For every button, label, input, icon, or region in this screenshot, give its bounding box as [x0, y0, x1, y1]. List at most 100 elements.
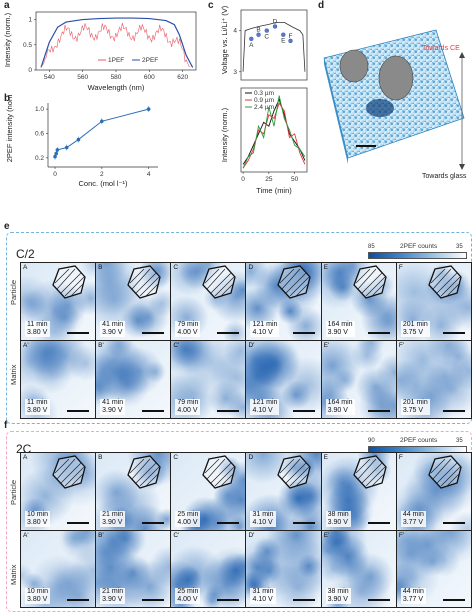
tile-label: C' — [173, 342, 180, 349]
scale-bar — [442, 410, 465, 412]
colorbar-min-f: 35 — [456, 438, 463, 444]
tile-info: 201 min 3.75 V — [400, 321, 430, 337]
particle-left — [339, 49, 369, 83]
arrow-head-up — [459, 52, 465, 58]
tile-time: 21 min — [102, 588, 124, 595]
tile-time: 79 min — [177, 321, 199, 328]
tile-voltage: 3.77 V — [402, 596, 424, 603]
colorbar-min-e: 35 — [456, 244, 463, 250]
voltage-curve — [242, 21, 306, 72]
tile-time: 25 min — [177, 510, 199, 518]
scale-bar — [67, 599, 90, 601]
tile-time: 10 min — [27, 588, 49, 595]
dark-region — [366, 99, 394, 117]
colorbar-max-e: 85 — [368, 244, 375, 250]
tile-time: 44 min — [402, 588, 424, 595]
chart-b-xlabel: Conc. (mol l⁻¹) — [79, 179, 128, 188]
scale-bar — [292, 332, 315, 334]
image-tile-particle: E 164 min 3.90 V — [321, 263, 396, 340]
tick-label-c-top: 3 — [233, 69, 237, 76]
tick-label-a-x: 600 — [144, 74, 155, 81]
tile-info: 31 min 4.10 V — [250, 588, 276, 604]
voltage-point — [272, 24, 278, 29]
voltage-point-label: A — [249, 42, 254, 49]
image-tile-matrix: D' 121 min 4.10 V — [246, 341, 321, 418]
scale-bar — [67, 332, 90, 334]
tile-voltage: 3.90 V — [102, 518, 123, 526]
voltage-point — [281, 32, 286, 37]
image-tile-matrix: B' 41 min 3.90 V — [96, 341, 171, 418]
tile-voltage: 4.00 V — [177, 596, 198, 603]
scale-bar — [217, 410, 240, 412]
scale-bar — [217, 599, 240, 601]
tile-voltage: 3.75 V — [402, 329, 424, 336]
image-tile-particle: D 31 min 4.10 V — [246, 453, 321, 530]
tile-label: B — [98, 454, 103, 461]
volume-slab-side — [324, 58, 348, 164]
particle-outline — [352, 265, 387, 299]
tile-voltage: 3.90 V — [102, 596, 123, 603]
tile-time: 121 min — [252, 399, 278, 406]
tile-time: 201 min — [402, 321, 428, 328]
scale-bar — [217, 521, 240, 524]
scale-bar — [367, 521, 390, 524]
image-tile-particle: A 10 min 3.80 V — [21, 453, 96, 530]
tile-info: 38 min 3.90 V — [325, 510, 351, 527]
tile-info: 11 min 3.80 V — [25, 321, 50, 337]
tile-voltage: 4.10 V — [252, 518, 273, 526]
tile-time: 79 min — [177, 399, 199, 406]
tile-info: 41 min 3.90 V — [100, 399, 126, 415]
colorbar-title-e: 2PEF counts — [400, 243, 438, 250]
tile-label: E — [323, 454, 328, 461]
row-label-e-matrix: Matrix — [9, 364, 18, 385]
particle-outline — [202, 455, 237, 489]
tick-label-a-y: 0 — [28, 67, 32, 74]
panel-label-c: c — [208, 0, 214, 11]
chart-c-top-frame — [240, 9, 308, 81]
tile-label: B' — [98, 531, 104, 539]
tile-info: 21 min 3.90 V — [100, 588, 126, 604]
image-tile-matrix: A' 10 min 3.80 V — [21, 530, 96, 607]
voltage-point-label: C — [264, 34, 269, 41]
tile-label: F — [398, 454, 403, 461]
tile-label: A' — [23, 531, 29, 539]
tile-label: D' — [248, 531, 255, 539]
scale-bar — [142, 332, 165, 334]
panel-label-f: f — [4, 420, 8, 431]
particle-outline — [202, 265, 237, 299]
rate-label-e: C/2 — [16, 247, 35, 261]
series-line-2p4um — [242, 95, 306, 169]
tile-label: A — [23, 264, 28, 271]
legend-label-0p3: 0.3 µm — [254, 90, 274, 97]
tile-label: D — [248, 264, 254, 271]
tile-time: 44 min — [402, 510, 424, 518]
particle-outline — [52, 265, 86, 299]
particle-outline — [428, 455, 462, 489]
scale-bar — [292, 521, 315, 524]
particle-outline — [127, 455, 161, 489]
tile-voltage: 3.90 V — [327, 596, 348, 603]
tile-time: 31 min — [252, 588, 274, 595]
particle-outline — [428, 265, 462, 299]
colorbar-max-f: 90 — [368, 438, 375, 444]
tile-time: 21 min — [102, 510, 124, 518]
tile-time: 10 min — [27, 510, 49, 518]
tile-voltage: 4.00 V — [177, 407, 198, 414]
image-tile-matrix: F' 44 min 3.77 V — [396, 530, 471, 607]
chart-c-xlabel: Time (min) — [256, 186, 292, 195]
tile-info: 164 min 3.90 V — [325, 321, 355, 337]
series-line-1pef — [40, 22, 191, 68]
tick-label-b-y: 1.0 — [35, 106, 44, 113]
image-tile-matrix: F' 201 min 3.75 V — [396, 341, 471, 418]
tick-label-b-y: 0.2 — [35, 155, 44, 162]
row-label-e-particle: Particle — [9, 279, 18, 305]
scale-bar — [142, 599, 165, 601]
image-tile-particle: B 41 min 3.90 V — [96, 263, 171, 340]
tile-info: 164 min 3.90 V — [325, 399, 355, 415]
scale-bar — [217, 332, 240, 334]
colorbar-title-f: 2PEF counts — [400, 437, 438, 444]
tile-voltage: 3.80 V — [27, 329, 48, 336]
tile-info: 79 min 4.00 V — [175, 321, 201, 337]
tile-label: B' — [98, 342, 104, 349]
